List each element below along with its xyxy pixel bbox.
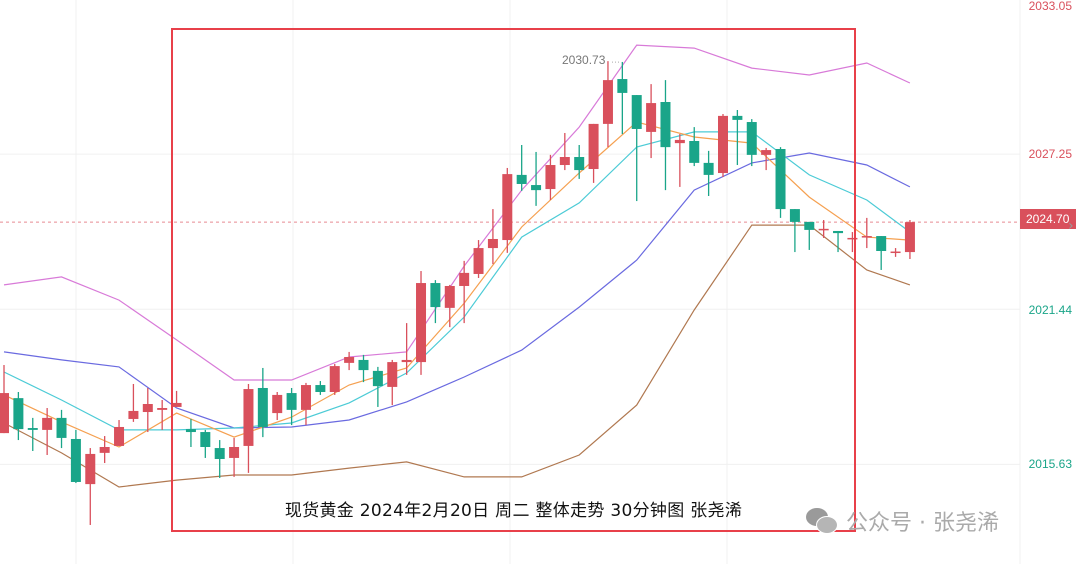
candle-down xyxy=(617,79,628,93)
candle-up xyxy=(229,446,240,458)
candle-down xyxy=(56,417,67,438)
candle-up xyxy=(890,251,901,254)
candle-up xyxy=(473,248,484,274)
candle-up xyxy=(602,80,613,124)
candle-up xyxy=(272,394,283,414)
candle-down xyxy=(358,359,369,371)
ma-slow-line xyxy=(3,152,911,429)
highlight-frame xyxy=(171,28,856,532)
candle-down xyxy=(531,185,542,191)
candle-up xyxy=(646,103,657,132)
candle-up xyxy=(142,404,153,413)
candle-up xyxy=(329,366,340,392)
candle-up xyxy=(861,236,872,238)
candle-down xyxy=(70,438,81,482)
candle-down xyxy=(185,429,196,433)
y-tick-label: 2021.44 xyxy=(1028,303,1072,317)
candle-down xyxy=(214,448,225,460)
candle-down xyxy=(516,174,527,184)
candle-up xyxy=(847,237,858,240)
watermark: 公众号 · 张尧浠 xyxy=(806,505,999,537)
candle-down xyxy=(746,122,757,155)
candle-up xyxy=(0,393,9,434)
candle-down xyxy=(27,428,38,430)
candle-up xyxy=(559,157,570,166)
candle-down xyxy=(631,95,642,129)
candle-up xyxy=(99,446,110,453)
watermark-text: 公众号 · 张尧浠 xyxy=(846,511,999,536)
candle-up xyxy=(243,389,254,446)
band-lower-line xyxy=(3,224,911,488)
candle-down xyxy=(804,221,815,230)
chart-caption: 现货黄金 2024年2月20日 周二 整体走势 30分钟图 张尧浠 xyxy=(284,501,743,521)
candle-down xyxy=(833,230,844,234)
candle-down xyxy=(703,162,714,175)
wechat-icon xyxy=(806,508,838,534)
candle-down xyxy=(286,393,297,410)
candle-up xyxy=(416,283,427,363)
y-tick-label: 2033.05 xyxy=(1028,0,1072,13)
candle-down xyxy=(789,209,800,222)
y-tick-label: 2015.63 xyxy=(1028,457,1072,471)
candle-up xyxy=(718,115,728,174)
candle-up xyxy=(171,402,182,407)
candle-down xyxy=(876,236,887,252)
candle-up xyxy=(459,272,470,286)
candle-up xyxy=(114,426,125,446)
max-price-label: 2030.73 xyxy=(562,53,606,67)
candle-up xyxy=(344,357,355,363)
candle-up xyxy=(401,359,412,363)
candle-down xyxy=(732,115,743,120)
candle-down xyxy=(689,140,700,163)
candle-up xyxy=(42,417,53,430)
candle-up xyxy=(761,150,772,155)
candle-down xyxy=(660,102,671,148)
candle-up xyxy=(85,453,96,485)
candle-down xyxy=(257,387,268,427)
candle-up xyxy=(487,238,498,249)
candle-up xyxy=(157,408,168,410)
candle-down xyxy=(775,148,786,210)
candle-down xyxy=(372,370,383,387)
candle-down xyxy=(200,432,211,447)
candle-down xyxy=(430,283,441,308)
candle-up xyxy=(904,222,915,253)
candle-up xyxy=(444,285,455,308)
candle-up xyxy=(674,139,685,144)
candle-up xyxy=(588,123,599,170)
candle-up xyxy=(128,410,139,419)
candle-up xyxy=(818,228,829,231)
candle-up xyxy=(502,174,513,241)
candle-down xyxy=(13,398,24,430)
candle-down xyxy=(315,385,326,392)
candle-up xyxy=(545,165,556,190)
candle-up xyxy=(387,362,398,387)
candle-down xyxy=(574,157,585,171)
current-price-badge: 2024.70 xyxy=(1020,209,1076,229)
candle-up xyxy=(300,385,311,410)
chevron-right-icon[interactable]: › xyxy=(1068,218,1074,234)
y-tick-label: 2027.25 xyxy=(1028,147,1072,161)
